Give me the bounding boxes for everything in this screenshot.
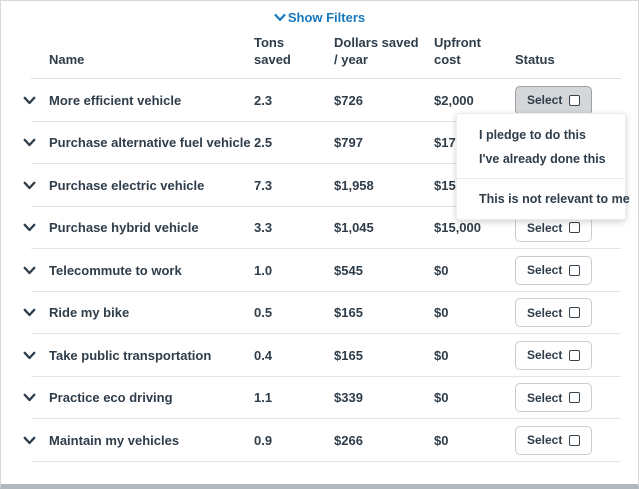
checkbox-unchecked-icon[interactable] xyxy=(569,222,581,234)
checkbox-unchecked-icon[interactable] xyxy=(569,264,581,276)
filters-bar: Show Filters xyxy=(1,9,638,31)
dropdown-item-pledge[interactable]: I pledge to do this xyxy=(479,128,586,142)
chevron-down-icon[interactable] xyxy=(21,179,38,192)
row-dollars-saved: $165 xyxy=(334,347,363,363)
row-name: Purchase electric vehicle xyxy=(49,177,205,193)
row-upfront-cost: $17, xyxy=(434,135,460,151)
row-dollars-saved: $726 xyxy=(334,92,363,108)
row-name: More efficient vehicle xyxy=(49,92,182,108)
row-name: Purchase alternative fuel vehicle xyxy=(49,135,251,151)
table-row: More efficient vehicle 2.3 $726 $2,000 S… xyxy=(1,79,638,122)
row-name: Take public transportation xyxy=(49,347,212,363)
chevron-down-icon[interactable] xyxy=(21,94,38,107)
chevron-down-icon xyxy=(274,13,286,22)
row-dollars-saved: $1,045 xyxy=(334,220,374,236)
row-tons-saved: 2.3 xyxy=(254,92,273,108)
row-tons-saved: 3.3 xyxy=(254,220,273,236)
select-button-label: Select xyxy=(527,433,563,448)
chevron-down-icon[interactable] xyxy=(21,264,38,277)
row-dollars-saved: $266 xyxy=(334,432,363,448)
select-button[interactable]: Select xyxy=(515,255,593,285)
checkbox-unchecked-icon[interactable] xyxy=(569,392,581,404)
checkbox-unchecked-icon[interactable] xyxy=(569,349,581,361)
dropdown-item-already-done[interactable]: I've already done this xyxy=(479,152,606,166)
select-button-label: Select xyxy=(527,390,563,405)
select-button[interactable]: Select xyxy=(515,298,593,328)
table-header-row: Name Tons saved Dollars saved / year Upf… xyxy=(1,31,638,79)
select-button-label: Select xyxy=(527,263,563,278)
row-dollars-saved: $1,958 xyxy=(334,177,374,193)
select-button-label: Select xyxy=(527,220,563,235)
table-row: Maintain my vehicles 0.9 $266 $0 Select xyxy=(1,419,638,462)
row-tons-saved: 0.5 xyxy=(254,305,273,321)
header-upfront-cost: Upfront cost xyxy=(434,34,481,68)
table-row: Ride my bike 0.5 $165 $0 Select xyxy=(1,292,638,335)
header-tons-saved: Tons saved xyxy=(254,34,291,68)
header-name: Name xyxy=(49,52,85,68)
chevron-down-icon[interactable] xyxy=(21,306,38,319)
row-tons-saved: 1.1 xyxy=(254,390,273,406)
row-name: Purchase hybrid vehicle xyxy=(49,220,199,236)
row-name: Ride my bike xyxy=(49,305,130,321)
select-button[interactable]: Select xyxy=(515,425,593,455)
row-name: Maintain my vehicles xyxy=(49,432,180,448)
row-tons-saved: 0.9 xyxy=(254,432,273,448)
chevron-down-icon[interactable] xyxy=(21,434,38,447)
select-button[interactable]: Select xyxy=(515,340,593,370)
dropdown-item-not-relevant[interactable]: This is not relevant to me xyxy=(479,192,630,206)
row-dollars-saved: $545 xyxy=(334,262,363,278)
select-button-label: Select xyxy=(527,305,563,320)
row-dollars-saved: $165 xyxy=(334,305,363,321)
row-dollars-saved: $797 xyxy=(334,135,363,151)
chevron-down-icon[interactable] xyxy=(21,349,38,362)
checkbox-unchecked-icon[interactable] xyxy=(569,307,581,319)
header-status: Status xyxy=(515,52,555,68)
show-filters-link[interactable]: Show Filters xyxy=(274,10,365,25)
row-upfront-cost: $0 xyxy=(434,262,449,278)
table-row: Take public transportation 0.4 $165 $0 S… xyxy=(1,334,638,377)
table-row: Practice eco driving 1.1 $339 $0 Select xyxy=(1,377,638,420)
row-upfront-cost: $0 xyxy=(434,305,449,321)
row-dollars-saved: $339 xyxy=(334,390,363,406)
row-name: Telecommute to work xyxy=(49,262,182,278)
checkbox-unchecked-icon[interactable] xyxy=(569,94,581,106)
chevron-down-icon[interactable] xyxy=(21,391,38,404)
row-upfront-cost: $0 xyxy=(434,432,449,448)
row-tons-saved: 2.5 xyxy=(254,135,273,151)
row-upfront-cost: $0 xyxy=(434,347,449,363)
header-dollars-saved: Dollars saved / year xyxy=(334,34,419,68)
row-tons-saved: 1.0 xyxy=(254,262,273,278)
select-button-label: Select xyxy=(527,93,563,108)
row-tons-saved: 7.3 xyxy=(254,177,273,193)
row-tons-saved: 0.4 xyxy=(254,347,273,363)
select-button-label: Select xyxy=(527,348,563,363)
row-upfront-cost: $15,000 xyxy=(434,220,481,236)
checkbox-unchecked-icon[interactable] xyxy=(569,434,581,446)
table-row: Telecommute to work 1.0 $545 $0 Select xyxy=(1,249,638,292)
select-button[interactable]: Select xyxy=(515,383,593,413)
dropdown-divider xyxy=(457,178,625,179)
row-upfront-cost: $0 xyxy=(434,390,449,406)
row-name: Practice eco driving xyxy=(49,390,173,406)
chevron-down-icon[interactable] xyxy=(21,136,38,149)
row-upfront-cost: $2,000 xyxy=(434,92,474,108)
row-upfront-cost: $15, xyxy=(434,177,460,193)
chevron-down-icon[interactable] xyxy=(21,221,38,234)
show-filters-label: Show Filters xyxy=(287,10,366,25)
status-dropdown-menu: I pledge to do this I've already done th… xyxy=(456,113,630,220)
select-button[interactable]: Select xyxy=(515,85,593,115)
